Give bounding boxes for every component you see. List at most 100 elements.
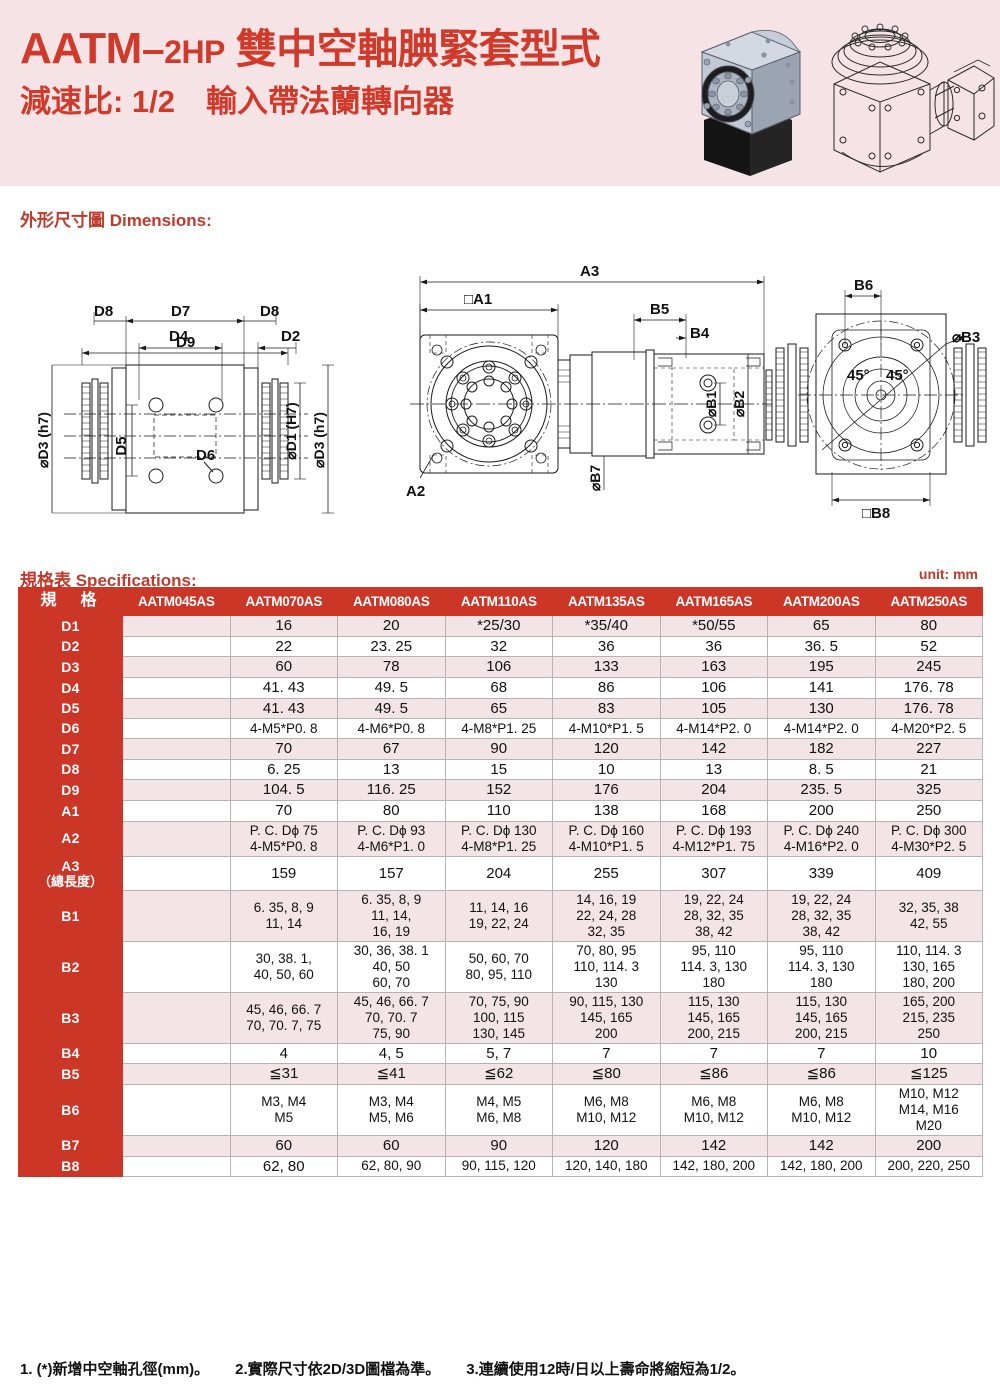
cell-A1-AATM200AS: 200 bbox=[767, 800, 876, 822]
dim-label-D8-right: D8 bbox=[260, 303, 279, 320]
cell-A3-AATM165AS: 307 bbox=[659, 855, 768, 892]
dim-label-oB2: ⌀B2 bbox=[731, 391, 747, 418]
cell-D7-AATM250AS: 227 bbox=[874, 737, 983, 760]
cell-D2-AATM045AS bbox=[122, 635, 231, 658]
cell-D3-AATM080AS: 78 bbox=[337, 656, 446, 679]
cell-B4-AATM250AS: 10 bbox=[874, 1042, 983, 1065]
cell-B8-AATM110AS: 90, 115, 120 bbox=[444, 1155, 553, 1178]
cell-D2-AATM070AS: 22 bbox=[229, 635, 338, 658]
cell-B2-AATM070AS: 30, 38. 1, 40, 50, 60 bbox=[229, 941, 338, 993]
dim-label-D6: D6 bbox=[196, 447, 215, 464]
cell-D9-AATM200AS: 235. 5 bbox=[767, 779, 876, 802]
cell-D7-AATM045AS bbox=[122, 737, 231, 760]
row-label-D7: D7 bbox=[18, 737, 123, 760]
cell-D5-AATM045AS bbox=[122, 697, 231, 720]
cell-B8-AATM045AS bbox=[122, 1155, 231, 1178]
dim-label-B8: □B8 bbox=[862, 505, 890, 522]
row-label-B2: B2 bbox=[18, 941, 123, 993]
cell-B4-AATM165AS: 7 bbox=[659, 1042, 768, 1065]
cell-D5-AATM110AS: 65 bbox=[444, 697, 553, 720]
cell-D8-AATM070AS: 6. 25 bbox=[229, 758, 338, 781]
cell-D8-AATM080AS: 13 bbox=[337, 758, 446, 781]
dim-label-A1: □A1 bbox=[464, 291, 492, 308]
dimension-drawings: D9 D8 D7 D8 D4 D2 D6 D5 ⌀D3 (h7) ⌀D1 (H7… bbox=[0, 250, 1000, 550]
cell-B2-AATM165AS: 95, 110 114. 3, 130 180 bbox=[659, 941, 768, 993]
dim-label-B5: B5 bbox=[650, 301, 669, 318]
cell-A3-AATM250AS: 409 bbox=[874, 855, 983, 892]
table-row: B7 60 60 90 120 142 142 200 bbox=[18, 1134, 983, 1157]
cell-B7-AATM165AS: 142 bbox=[659, 1134, 768, 1157]
cell-D2-AATM080AS: 23. 25 bbox=[337, 635, 446, 658]
cell-B4-AATM080AS: 4, 5 bbox=[337, 1042, 446, 1065]
cell-B6-AATM080AS: M3, M4 M5, M6 bbox=[337, 1084, 446, 1136]
cell-D9-AATM165AS: 204 bbox=[659, 779, 768, 802]
dim-label-B6: B6 bbox=[854, 277, 873, 294]
page-subtitle: 減速比: 1/2 輸入帶法蘭轉向器 bbox=[20, 84, 455, 120]
cell-A3-AATM110AS: 204 bbox=[444, 855, 553, 892]
cell-D4-AATM200AS: 141 bbox=[767, 677, 876, 699]
angle-label-45-right: 45° bbox=[886, 367, 909, 384]
cell-B1-AATM110AS: 11, 14, 16 19, 22, 24 bbox=[444, 890, 553, 943]
cell-B5-AATM110AS: ≦62 bbox=[444, 1063, 553, 1086]
product-photo-gearbox-grey bbox=[700, 29, 802, 176]
cell-B8-AATM080AS: 62, 80, 90 bbox=[337, 1155, 446, 1178]
column-header-model: AATM070AS bbox=[229, 587, 338, 616]
cell-A2-AATM165AS: P. C. Dϕ 193 4-M12*P1. 75 bbox=[659, 820, 768, 857]
unit-label: unit: mm bbox=[918, 566, 978, 582]
cell-B5-AATM200AS: ≦86 bbox=[767, 1063, 876, 1086]
product-images-svg bbox=[700, 23, 995, 176]
cell-B7-AATM135AS: 120 bbox=[552, 1134, 661, 1157]
footer-notes: 1. (*)新增中空軸孔徑(mm)。 2.實際尺寸依2D/3D圖檔為準。 3.連續使… bbox=[20, 1358, 980, 1379]
dim-label-D7: D7 bbox=[171, 303, 190, 320]
cell-B8-AATM200AS: 142, 180, 200 bbox=[767, 1155, 876, 1178]
column-header-model: AATM165AS bbox=[659, 587, 768, 616]
cell-D1-AATM250AS: 80 bbox=[874, 615, 983, 637]
cell-D5-AATM200AS: 130 bbox=[767, 697, 876, 720]
drawing-left-svg: D9 D8 D7 D8 D4 D2 D6 D5 ⌀D3 (h7) ⌀D1 (H7… bbox=[35, 303, 334, 514]
drawing-right-svg: B6 ⌀B3 □B8 45° 45° bbox=[775, 277, 987, 522]
cell-A1-AATM045AS bbox=[122, 800, 231, 822]
cell-D8-AATM045AS bbox=[122, 758, 231, 781]
dim-label-oD3-left: ⌀D3 (h7) bbox=[35, 412, 51, 468]
table-row: B8 62, 80 62, 80, 90 90, 115, 120 120, 140, … bbox=[18, 1155, 983, 1178]
table-row: B6 M3, M4 M5 M3, M4 M5, M6 M4, M5 M6, M8 M6, M8… bbox=[18, 1084, 983, 1136]
cell-D6-AATM045AS bbox=[122, 718, 231, 739]
cell-D8-AATM135AS: 10 bbox=[552, 758, 661, 781]
dim-label-oD1: ⌀D1 (H7) bbox=[283, 402, 299, 459]
cell-D5-AATM250AS: 176. 78 bbox=[874, 697, 983, 720]
specifications-table: 規 格 AATM045AS AATM070AS AATM080AS AATM11… bbox=[18, 587, 983, 1178]
footer-note-1: 1. (*)新增中空軸孔徑(mm)。 bbox=[20, 1361, 210, 1378]
cell-A1-AATM110AS: 110 bbox=[444, 800, 553, 822]
cell-B1-AATM080AS: 6. 35, 8, 9 11, 14, 16, 19 bbox=[337, 890, 446, 943]
cell-D4-AATM070AS: 41. 43 bbox=[229, 677, 338, 699]
row-label-B5: B5 bbox=[18, 1063, 123, 1086]
cell-B1-AATM200AS: 19, 22, 24 28, 32, 35 38, 42 bbox=[767, 890, 876, 943]
cell-B7-AATM080AS: 60 bbox=[337, 1134, 446, 1157]
dim-label-B4: B4 bbox=[690, 325, 710, 342]
cell-D1-AATM165AS: *50/55 bbox=[659, 615, 768, 637]
cell-D2-AATM165AS: 36 bbox=[659, 635, 768, 658]
table-row: B1 6. 35, 8, 9 11, 14 6. 35, 8, 9 11, 14, 16,… bbox=[18, 890, 983, 943]
cell-B3-AATM250AS: 165, 200 215, 235 250 bbox=[874, 991, 983, 1044]
title-dash: – bbox=[141, 26, 165, 72]
dim-label-oB3: ⌀B3 bbox=[952, 329, 980, 346]
page-title: AATM–2HP 雙中空軸腆緊套型式 bbox=[20, 25, 690, 72]
cell-D6-AATM070AS: 4-M5*P0. 8 bbox=[229, 718, 338, 739]
column-header-model: AATM110AS bbox=[444, 587, 553, 616]
cell-D9-AATM135AS: 176 bbox=[552, 779, 661, 802]
page-header: AATM–2HP 雙中空軸腆緊套型式 減速比: 1/2 輸入帶法蘭轉向器 bbox=[0, 0, 1000, 186]
cell-D7-AATM200AS: 182 bbox=[767, 737, 876, 760]
table-row: D1 16 20 *25/30 *35/40 *50/55 65 80 bbox=[18, 615, 983, 637]
cell-B4-AATM070AS: 4 bbox=[229, 1042, 338, 1065]
table-row: A1 70 80 110 138 168 200 250 bbox=[18, 800, 983, 822]
cell-B4-AATM135AS: 7 bbox=[552, 1042, 661, 1065]
table-row: B2 30, 38. 1, 40, 50, 60 30, 36, 38. 1 40, 5… bbox=[18, 941, 983, 993]
table-row: B4 4 4, 5 5, 7 7 7 7 10 bbox=[18, 1042, 983, 1065]
cell-B3-AATM070AS: 45, 46, 66. 7 70, 70. 7, 75 bbox=[229, 991, 338, 1044]
row-label-D2: D2 bbox=[18, 635, 123, 658]
row-label-B7: B7 bbox=[18, 1134, 123, 1157]
cell-D4-AATM250AS: 176. 78 bbox=[874, 677, 983, 699]
cell-B2-AATM200AS: 95, 110 114. 3, 130 180 bbox=[767, 941, 876, 993]
cell-D1-AATM045AS bbox=[122, 615, 231, 637]
table-row: D8 6. 25 13 15 10 13 8. 5 21 bbox=[18, 758, 983, 781]
